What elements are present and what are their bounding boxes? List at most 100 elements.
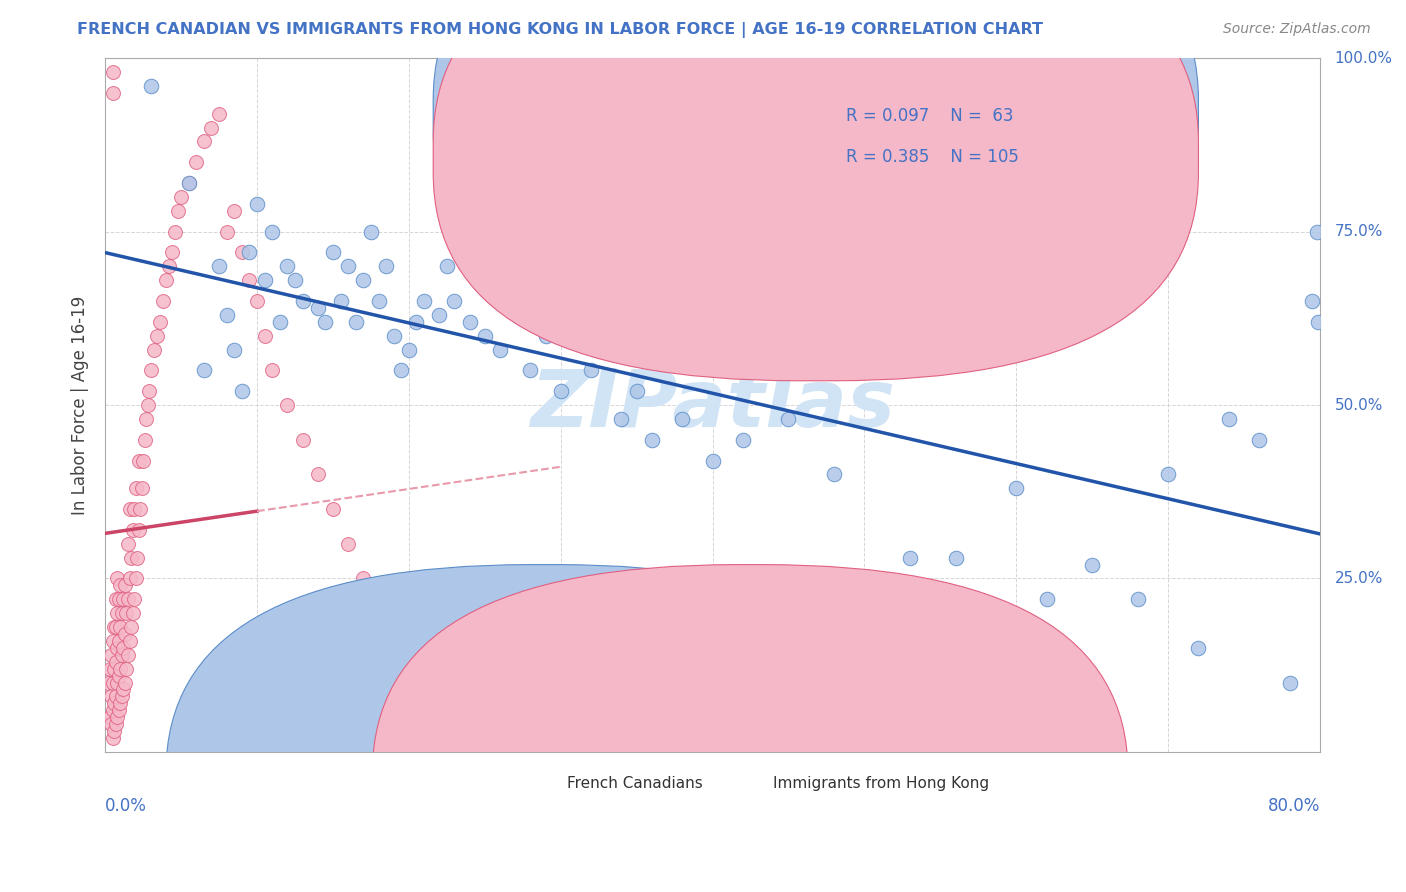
Point [115,662,138,676]
Point [108,592,131,607]
Point [128,523,150,537]
FancyBboxPatch shape [773,79,1137,190]
Point [352,572,374,586]
Point [98,662,121,676]
Point [110,578,132,592]
Point [215,225,238,239]
Point [100,690,122,704]
Point [103,724,125,739]
Point [136,398,159,412]
Point [474,328,496,343]
Point [104,655,127,669]
Point [322,502,344,516]
Point [118,502,141,516]
Text: 80.0%: 80.0% [1268,797,1320,815]
Point [177,176,200,190]
Text: 100.0%: 100.0% [1334,51,1392,66]
Point [1306,225,1329,239]
Text: R = 0.385    N = 105: R = 0.385 N = 105 [846,148,1019,167]
Point [231,384,253,399]
Point [138,384,160,399]
Point [110,662,132,676]
Point [1249,433,1271,447]
Point [142,343,165,357]
Point [360,225,382,239]
Point [112,592,135,607]
Point [193,135,215,149]
Point [375,260,398,274]
Point [389,363,412,377]
Point [122,502,145,516]
Point [124,572,146,586]
Point [823,467,845,482]
Point [474,690,496,704]
Point [550,384,572,399]
Point [291,433,314,447]
Point [100,648,122,662]
Point [127,550,149,565]
Point [117,648,139,662]
FancyBboxPatch shape [433,0,1198,381]
Point [626,384,648,399]
Point [108,668,131,682]
Point [104,592,127,607]
Point [115,606,138,620]
Point [322,245,344,260]
Point [1035,592,1057,607]
Point [97,675,120,690]
Text: 75.0%: 75.0% [1334,224,1384,239]
Point [398,343,420,357]
Text: ZIPatlas: ZIPatlas [530,366,896,444]
Point [128,453,150,467]
Point [262,225,284,239]
Point [671,412,693,426]
Point [124,481,146,495]
Point [413,293,436,308]
Point [112,682,135,697]
Point [1301,293,1323,308]
Point [110,620,132,634]
Point [853,620,876,634]
Text: Immigrants from Hong Kong: Immigrants from Hong Kong [773,776,990,790]
Point [253,273,276,287]
Point [165,225,187,239]
Point [224,203,246,218]
Point [329,293,352,308]
Point [98,710,121,724]
Point [443,293,465,308]
Text: 50.0%: 50.0% [1334,398,1384,412]
Point [120,550,142,565]
Point [104,690,127,704]
Point [117,592,139,607]
Point [253,328,276,343]
Point [149,315,172,329]
Point [284,273,307,287]
Text: 25.0%: 25.0% [1334,571,1384,586]
Point [238,273,260,287]
Point [1308,315,1330,329]
Point [110,697,132,711]
Point [610,412,633,426]
Point [778,412,800,426]
Point [702,453,724,467]
Point [641,433,664,447]
Point [146,328,169,343]
Point [118,634,141,648]
Point [352,273,374,287]
Point [167,203,190,218]
Point [105,606,128,620]
Point [101,634,124,648]
Point [104,717,127,731]
Point [436,260,458,274]
Point [405,315,427,329]
Point [307,467,329,482]
Point [120,620,142,634]
Point [101,65,124,79]
Point [122,592,145,607]
Point [1218,412,1240,426]
Point [121,606,143,620]
Point [105,572,128,586]
Point [200,120,222,135]
Point [246,293,269,308]
FancyBboxPatch shape [433,0,1198,339]
